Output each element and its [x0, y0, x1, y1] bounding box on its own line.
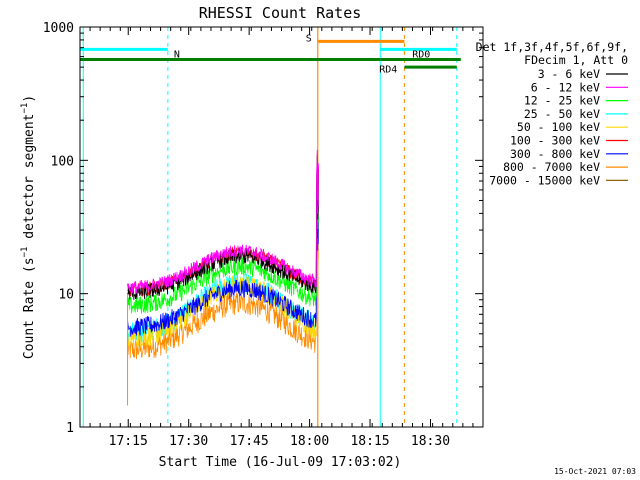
series-line — [127, 165, 319, 314]
segment-label: RD4 — [379, 65, 397, 76]
y-axis-label-end: ) — [22, 95, 37, 103]
x-axis: 17:15 17:30 17:45 18:00 18:15 18:30 — [79, 27, 484, 449]
legend-entry-label: 12 - 25 keV — [524, 94, 600, 108]
plot-area: N S RD0 RD4 — [80, 27, 461, 427]
y-axis-label: Count Rate (s−1 detector segment−1) — [20, 95, 37, 359]
x-tick-label: 17:45 — [230, 434, 269, 449]
segment-label: N — [174, 49, 180, 60]
legend-entry-label: 3 - 6 keV — [538, 67, 600, 81]
legend: Det 1f,3f,4f,5f,6f,9f, FDecim 1, Att 0 3… — [476, 40, 628, 187]
y-tick-label: 100 — [51, 154, 74, 169]
x-tick-label: 18:30 — [411, 434, 450, 449]
segment-label: S — [306, 33, 312, 44]
segment-label: RD0 — [412, 50, 430, 61]
y-tick-label: 10 — [58, 288, 74, 303]
series-line — [127, 149, 319, 294]
legend-entry-label: 6 - 12 keV — [531, 80, 600, 94]
legend-entry-label: 7000 - 15000 keV — [489, 173, 600, 187]
legend-header-line2: FDecim 1, Att 0 — [524, 53, 628, 67]
legend-entry-label: 800 - 7000 keV — [503, 160, 600, 174]
legend-entry-label: 300 - 800 keV — [510, 147, 600, 161]
x-tick-label: 18:15 — [350, 434, 389, 449]
y-axis-label-sup2: −1 — [20, 103, 30, 114]
y-axis-label-sup1: −1 — [20, 247, 30, 258]
y-axis: 1 10 100 1000 — [43, 21, 483, 436]
y-tick-label: 1 — [66, 421, 74, 436]
y-axis-label-mid: detector segment — [22, 114, 37, 247]
footer-timestamp: 15-Oct-2021 07:03 — [554, 467, 636, 476]
series-line — [127, 187, 319, 337]
x-axis-label: Start Time (16-Jul-09 17:03:02) — [159, 455, 402, 470]
y-tick-label: 1000 — [43, 21, 74, 36]
legend-entry-label: 25 - 50 keV — [524, 107, 600, 121]
chart-title: RHESSI Count Rates — [199, 4, 362, 22]
x-tick-label: 17:30 — [169, 434, 208, 449]
y-axis-label-main: Count Rate (s — [22, 257, 37, 359]
legend-entry-label: 50 - 100 keV — [517, 120, 600, 134]
x-tick-label: 18:00 — [290, 434, 329, 449]
legend-header-line1: Det 1f,3f,4f,5f,6f,9f, — [476, 40, 628, 54]
legend-entry-label: 100 - 300 keV — [510, 134, 600, 148]
x-tick-label: 17:15 — [109, 434, 148, 449]
